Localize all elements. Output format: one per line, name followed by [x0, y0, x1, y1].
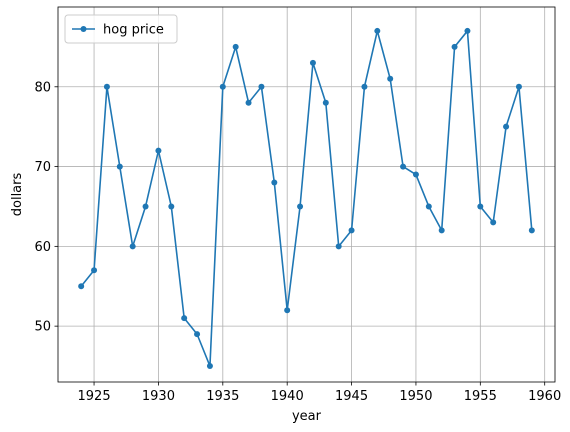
plot-area-frame [57, 6, 556, 383]
series-hog-price [78, 27, 535, 370]
data-point [503, 123, 510, 130]
data-point [78, 283, 85, 290]
data-point [451, 43, 458, 50]
x-tick-label: 1930 [142, 389, 175, 404]
data-point [528, 227, 535, 234]
data-point [348, 227, 355, 234]
x-tick-label: 1940 [271, 389, 304, 404]
data-point [477, 203, 484, 210]
series-line [80, 30, 533, 367]
data-point [129, 243, 136, 250]
data-point [515, 83, 522, 90]
data-point [400, 163, 407, 170]
x-axis-label: year [292, 409, 322, 424]
data-point [271, 179, 278, 186]
legend-label-hog-price: hog price [103, 23, 164, 38]
y-axis-label: dollars [10, 173, 25, 217]
axis-ticks: 1925 1930 1935 1940 1945 1950 1955 1960 50 60 70 80 [34, 80, 561, 404]
data-point [258, 83, 265, 90]
data-point [168, 203, 175, 210]
data-point [297, 203, 304, 210]
data-point [232, 43, 239, 50]
data-point [374, 27, 381, 34]
data-point [335, 243, 342, 250]
x-tick-label: 1935 [206, 389, 239, 404]
data-point [464, 27, 471, 34]
data-point [103, 83, 110, 90]
data-point [142, 203, 149, 210]
data-point [245, 99, 252, 106]
x-tick-label: 1955 [464, 389, 497, 404]
x-tick-label: 1960 [528, 389, 561, 404]
x-tick-label: 1945 [335, 389, 368, 404]
data-point [219, 83, 226, 90]
grid-lines [58, 7, 555, 382]
data-point [194, 331, 201, 338]
y-tick-label: 80 [34, 80, 51, 95]
data-point [361, 83, 368, 90]
legend-marker-swatch [80, 26, 87, 32]
legend: hog price [64, 14, 178, 44]
data-point [116, 163, 123, 170]
data-point [412, 171, 419, 178]
data-point [387, 75, 394, 82]
data-point [91, 267, 98, 274]
y-tick-label: 60 [34, 240, 51, 255]
data-point [284, 307, 291, 314]
data-point [206, 363, 213, 370]
data-point [490, 219, 497, 226]
data-point [322, 99, 329, 106]
data-point [438, 227, 445, 234]
legend-box [64, 14, 178, 44]
y-tick-label: 50 [34, 320, 51, 335]
x-tick-label: 1925 [78, 389, 111, 404]
data-point [181, 315, 188, 322]
data-point [309, 59, 316, 66]
data-point [425, 203, 432, 210]
data-point [155, 147, 162, 154]
y-tick-label: 70 [34, 160, 51, 175]
x-tick-label: 1950 [399, 389, 432, 404]
